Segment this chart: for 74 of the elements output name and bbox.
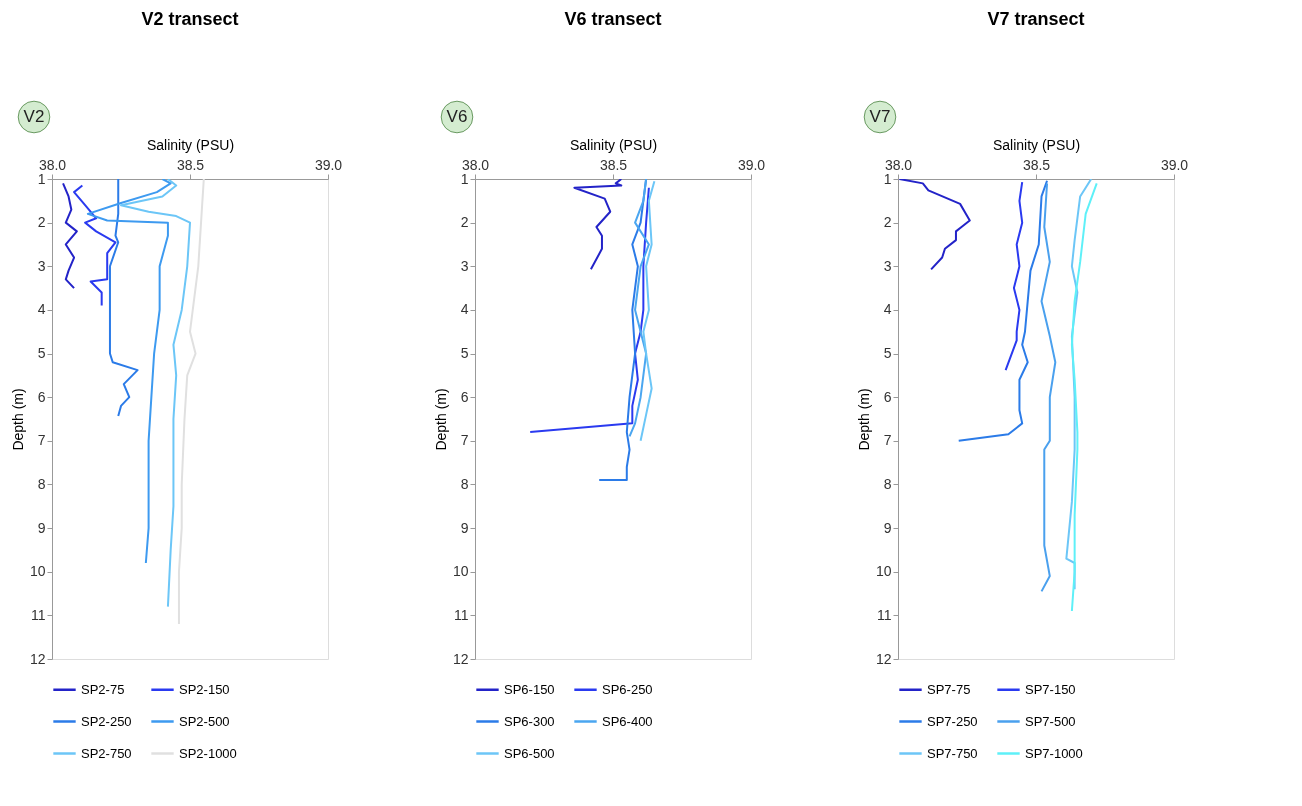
x-axis-title: Salinity (PSU) [146,136,235,153]
x-tick-label: 38.5 [176,156,205,173]
y-tick-label: 10 [29,563,46,580]
y-tick-label: 6 [460,388,469,405]
y-tick-label: 1 [460,170,469,187]
legend-label: SP6-150 [504,681,555,697]
x-tick-label: 38.5 [1022,156,1051,173]
y-tick-label: 8 [460,475,469,492]
y-tick-label: 5 [883,345,892,362]
x-tick-label: 39.0 [314,156,343,173]
legend-label: SP6-250 [602,681,653,697]
legend-label: SP2-500 [179,713,230,729]
x-tick-label: 38.0 [461,156,490,173]
y-tick-label: 3 [883,257,892,274]
text: V6 [446,107,468,126]
legend-label: SP2-1000 [179,745,237,761]
x-axis-title: Salinity (PSU) [569,136,658,153]
legend-label: SP7-75 [927,681,971,697]
text: V7 [869,107,891,126]
y-tick-label: 6 [883,388,892,405]
x-tick-label: 39.0 [737,156,766,173]
y-tick-label: 5 [37,345,46,362]
y-tick-label: 2 [37,214,46,231]
y-tick-label: 11 [453,606,469,623]
legend-label: SP7-250 [927,713,978,729]
legend-label: SP2-750 [81,745,132,761]
chart-title: V7 transect [987,9,1085,30]
y-tick-label: 1 [883,170,892,187]
legend-label: SP2-150 [179,681,230,697]
y-tick-label: 2 [460,214,469,231]
legend-label: SP6-500 [504,745,555,761]
y-tick-label: 7 [460,432,469,449]
y-tick-label: 4 [883,301,892,318]
x-tick-label: 39.0 [1160,156,1189,173]
text: V2 [23,107,45,126]
x-tick-label: 38.0 [38,156,67,173]
legend-label: SP6-400 [602,713,653,729]
x-axis-title: Salinity (PSU) [992,136,1081,153]
y-axis-title: Depth (m) [432,388,449,451]
legend-label: SP6-300 [504,713,555,729]
x-tick-label: 38.0 [884,156,913,173]
legend-label: SP2-250 [81,713,132,729]
y-tick-label: 3 [37,257,46,274]
y-tick-label: 8 [883,475,892,492]
y-tick-label: 12 [875,650,892,667]
x-tick-label: 38.5 [599,156,628,173]
y-tick-label: 5 [460,345,469,362]
y-tick-label: 9 [460,519,469,536]
y-tick-label: 6 [37,388,46,405]
y-tick-label: 12 [452,650,469,667]
chart-title: V6 transect [564,9,662,30]
y-axis-title: Depth (m) [855,388,872,451]
y-tick-label: 4 [460,301,469,318]
y-tick-label: 8 [37,475,46,492]
y-tick-label: 7 [37,432,46,449]
y-tick-label: 2 [883,214,892,231]
legend-label: SP2-75 [81,681,125,697]
legend-label: SP7-500 [1025,713,1076,729]
y-tick-label: 10 [875,563,892,580]
y-tick-label: 12 [29,650,46,667]
legend-label: SP7-750 [927,745,978,761]
y-tick-label: 4 [37,301,46,318]
legend-label: SP7-1000 [1025,745,1083,761]
y-tick-label: 10 [452,563,469,580]
y-axis-title: Depth (m) [9,388,26,451]
legend-label: SP7-150 [1025,681,1076,697]
y-tick-label: 7 [883,432,892,449]
y-tick-label: 9 [37,519,46,536]
y-tick-label: 11 [876,606,892,623]
y-tick-label: 9 [883,519,892,536]
chart-title: V2 transect [141,9,239,30]
y-tick-label: 3 [460,257,469,274]
y-tick-label: 1 [37,170,46,187]
y-tick-label: 11 [30,606,46,623]
